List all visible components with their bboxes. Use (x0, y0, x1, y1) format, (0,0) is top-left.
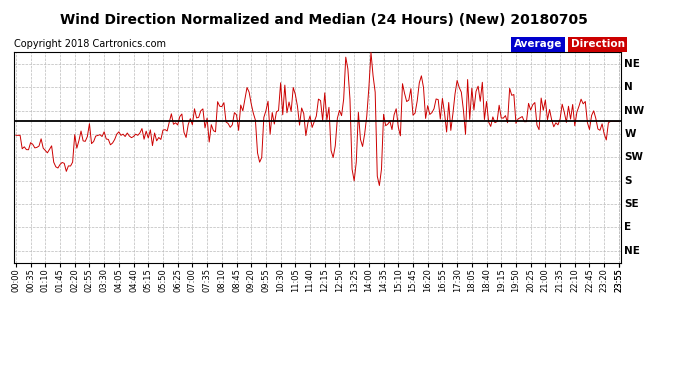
Text: Direction: Direction (571, 39, 624, 50)
Text: SW: SW (624, 153, 644, 162)
Text: Wind Direction Normalized and Median (24 Hours) (New) 20180705: Wind Direction Normalized and Median (24… (60, 13, 589, 27)
Text: N: N (624, 82, 633, 93)
Text: NW: NW (624, 106, 644, 116)
Text: NE: NE (624, 246, 640, 256)
Text: W: W (624, 129, 636, 139)
Text: SE: SE (624, 199, 639, 209)
Text: NE: NE (624, 59, 640, 69)
Text: Average: Average (514, 39, 562, 50)
Text: S: S (624, 176, 632, 186)
Text: E: E (624, 222, 631, 232)
Text: Copyright 2018 Cartronics.com: Copyright 2018 Cartronics.com (14, 39, 166, 50)
